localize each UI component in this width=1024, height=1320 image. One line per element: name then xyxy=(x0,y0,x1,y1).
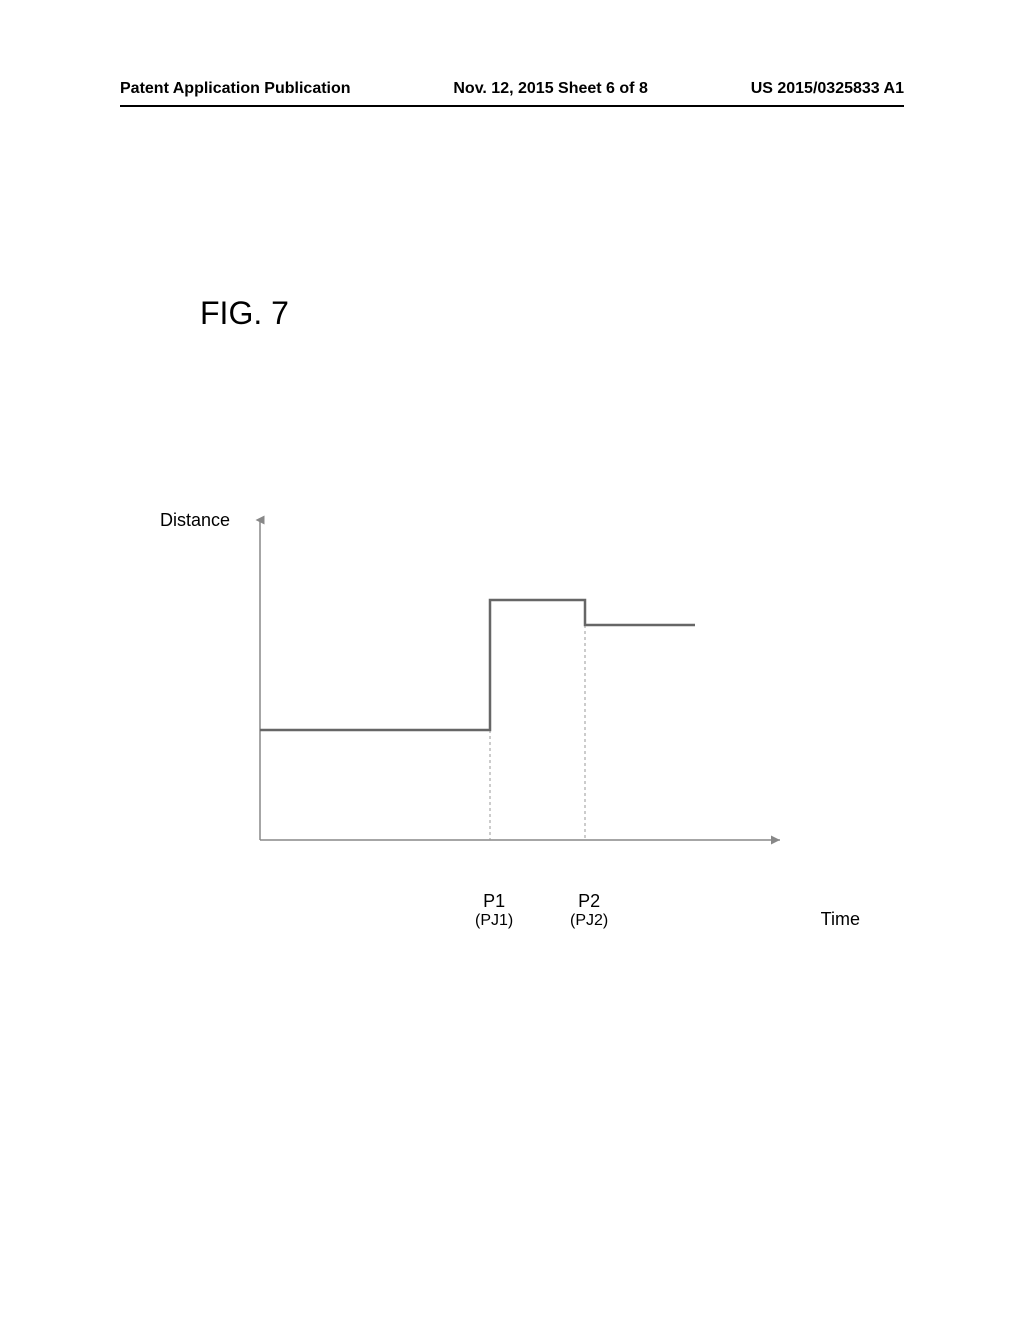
header-divider xyxy=(120,105,904,107)
tick-p1-label: P1 xyxy=(475,891,513,912)
tick-p1: P1 (PJ1) xyxy=(475,891,513,930)
chart-svg xyxy=(250,520,800,860)
x-axis-label: Time xyxy=(821,909,860,930)
header-center: Nov. 12, 2015 Sheet 6 of 8 xyxy=(453,80,647,98)
tick-p2: P2 (PJ2) xyxy=(570,891,608,930)
header-right: US 2015/0325833 A1 xyxy=(751,80,904,98)
page-header: Patent Application Publication Nov. 12, … xyxy=(0,80,1024,98)
tick-p1-sublabel: (PJ1) xyxy=(475,912,513,930)
step-line xyxy=(260,600,695,730)
figure-label: FIG. 7 xyxy=(200,295,289,332)
header-left: Patent Application Publication xyxy=(120,80,351,98)
tick-p2-sublabel: (PJ2) xyxy=(570,912,608,930)
step-chart: Distance Time P1 (PJ1) P2 (PJ2) xyxy=(250,520,800,900)
y-axis-label: Distance xyxy=(160,510,230,531)
tick-p2-label: P2 xyxy=(570,891,608,912)
